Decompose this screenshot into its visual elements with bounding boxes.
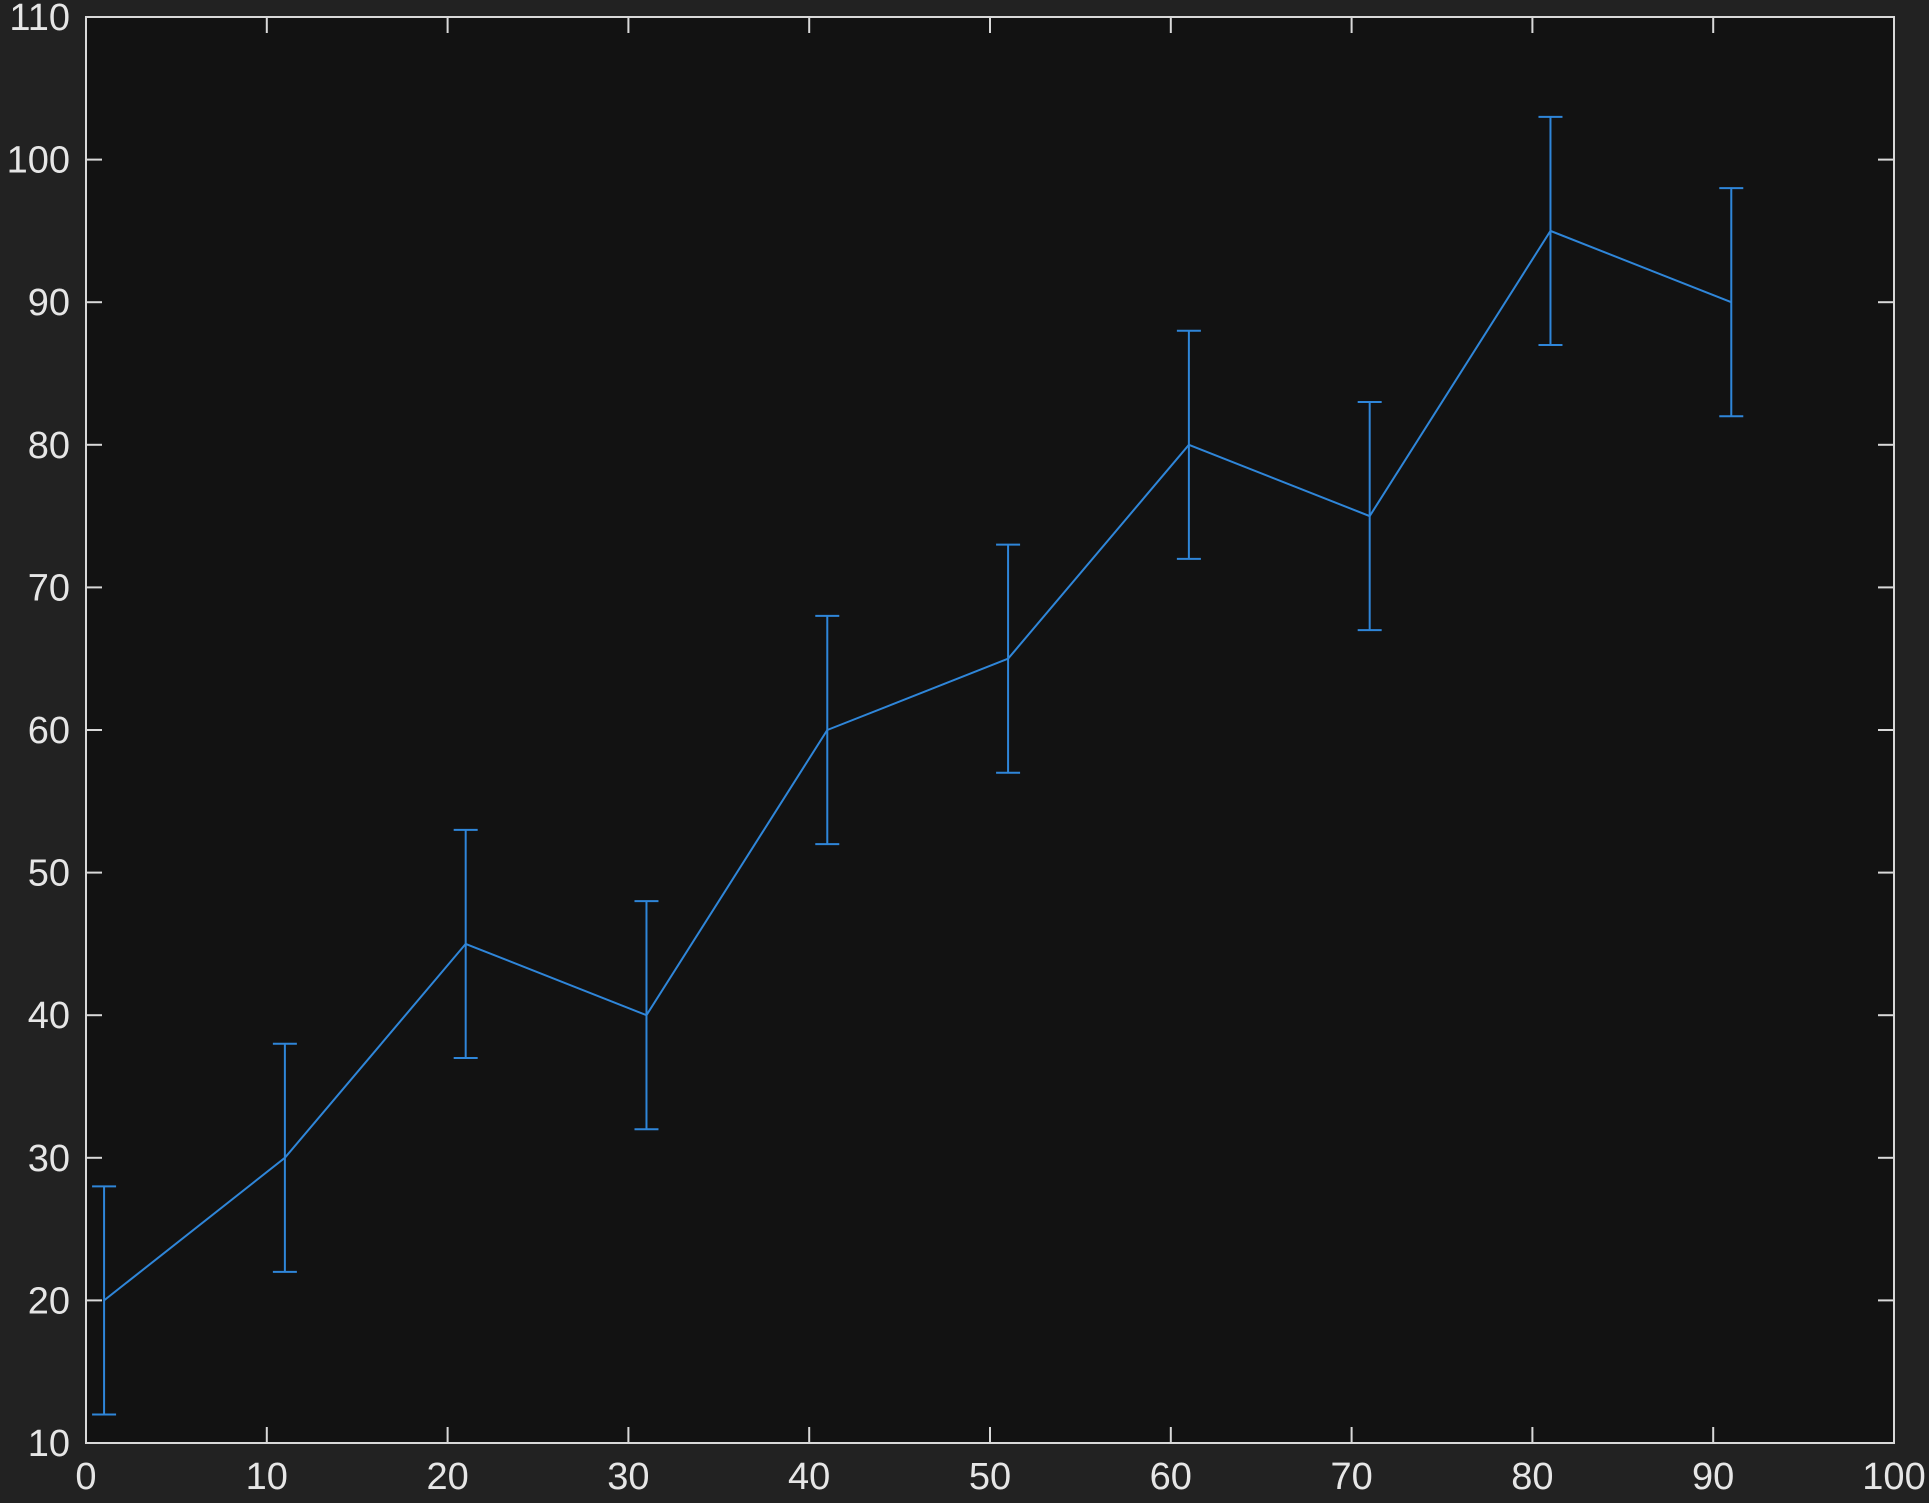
y-tick-label: 100 [7,140,70,182]
x-tick-label: 80 [1511,1456,1553,1498]
x-tick-label: 20 [426,1456,468,1498]
x-tick-labels: 0 10 20 30 40 50 60 70 80 90 100 [75,1456,1925,1498]
x-tick-label: 60 [1150,1456,1192,1498]
y-tick-label: 50 [28,853,70,895]
y-tick-label: 110 [9,0,70,39]
y-tick-label: 30 [28,1138,70,1180]
x-tick-label: 30 [607,1456,649,1498]
error-bar [996,543,1021,774]
axes-box [85,16,1895,1444]
error-bar [634,900,659,1131]
x-tick-label: 70 [1330,1456,1372,1498]
error-bar [1357,401,1382,632]
x-tick-label: 50 [969,1456,1011,1498]
x-tick-label: 40 [788,1456,830,1498]
error-bar [1176,329,1201,560]
y-tick-label: 40 [28,995,70,1037]
y-tick-label: 90 [28,282,70,324]
y-tick-label: 80 [28,425,70,467]
y-tick-labels: 10 20 30 40 50 60 70 80 90 100 110 [7,0,70,1465]
data-series [92,115,1744,1416]
error-bar [1719,187,1744,418]
x-tick-label: 10 [246,1456,288,1498]
y-tick-label: 10 [28,1423,70,1465]
x-tick-label: 0 [75,1456,96,1498]
error-bar [815,614,840,846]
y-tick-label: 20 [28,1280,70,1322]
series-line [103,229,1732,1302]
y-tick-label: 70 [28,567,70,609]
x-tick-label: 90 [1692,1456,1734,1498]
error-bar [1538,115,1563,346]
x-tick-label: 100 [1862,1456,1925,1498]
y-tick-label: 60 [28,710,70,752]
error-bar [453,828,478,1059]
error-bar [92,1185,117,1416]
plot-area [86,17,1894,1443]
error-bar [272,1042,297,1273]
